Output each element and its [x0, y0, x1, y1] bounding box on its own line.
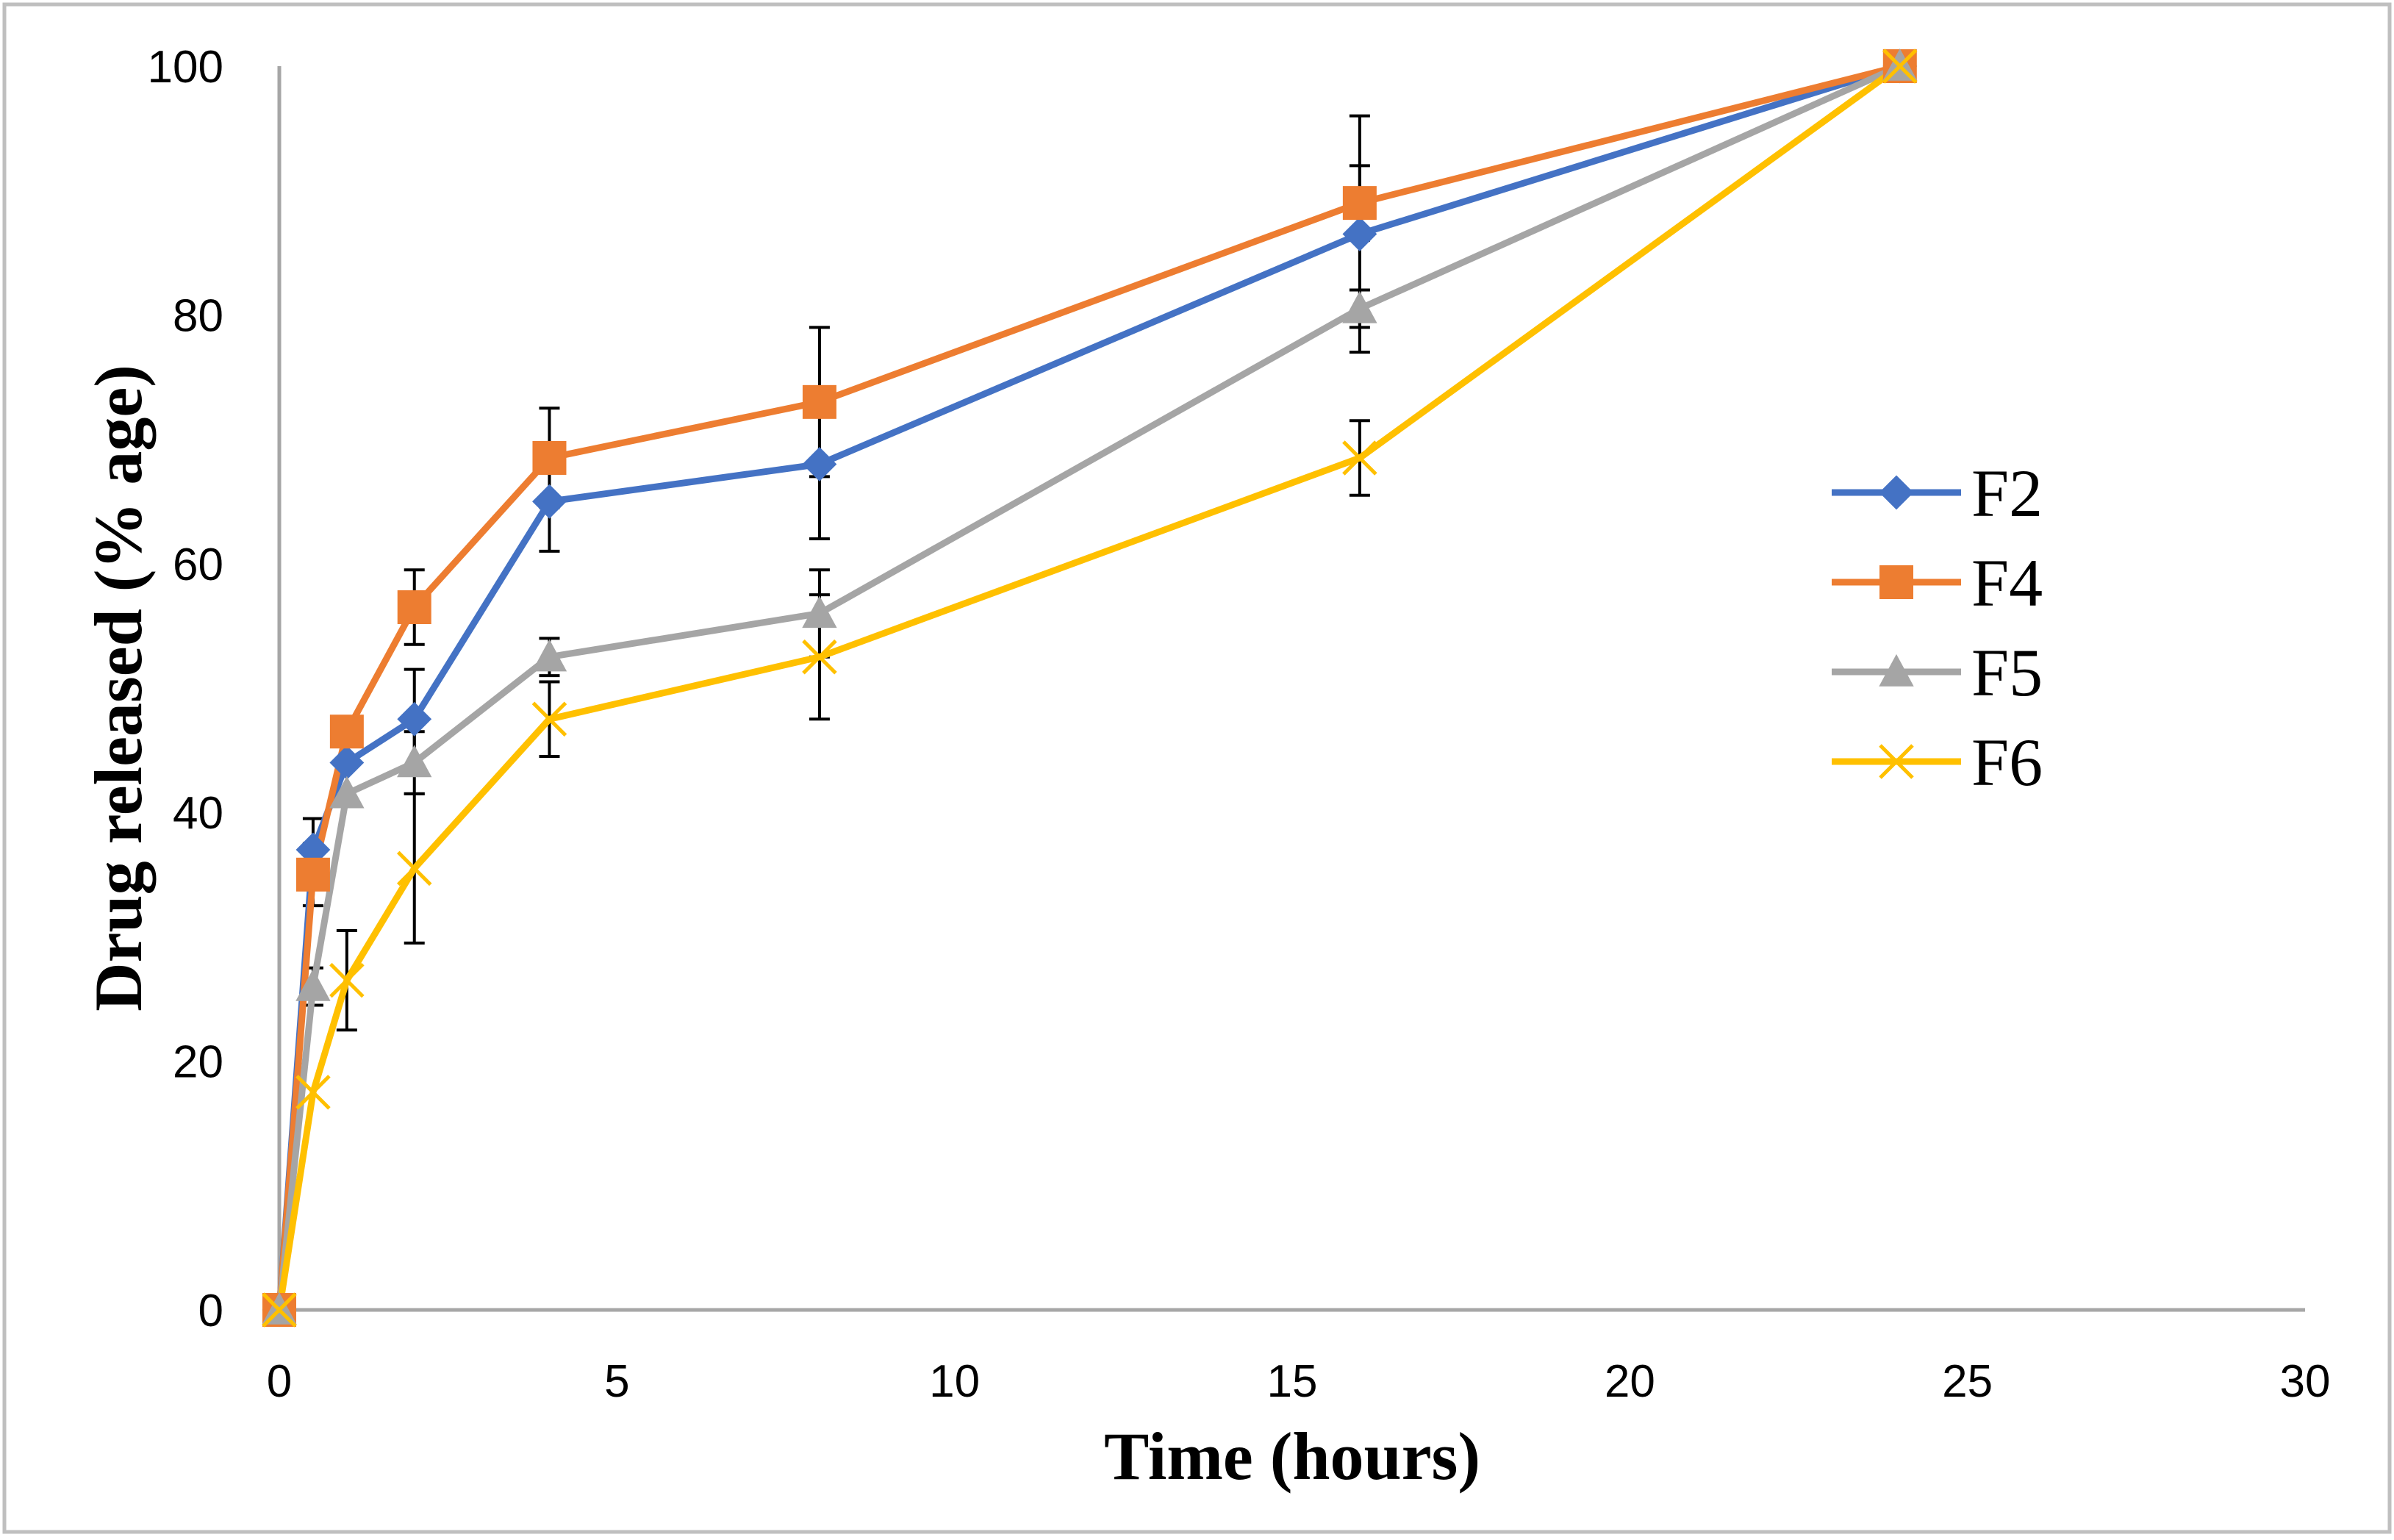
legend-marker-f5: [1879, 653, 1914, 687]
data-point-f2: [802, 447, 837, 481]
data-point-f4: [802, 384, 836, 419]
series-line-f2: [276, 62, 1904, 1314]
x-tick-label: 25: [1942, 1356, 1993, 1407]
y-tick-label: 60: [173, 540, 223, 590]
y-axis-title: Drug released (% age): [81, 365, 156, 1011]
y-tick-labels: 0 20 40 60 80 100: [148, 42, 223, 1336]
y-tick-label: 80: [173, 290, 223, 341]
legend-marker-f4: [1879, 565, 1913, 599]
data-point-f2: [532, 484, 567, 519]
legend-marker-f6: [1879, 744, 1914, 779]
data-point-f6: [396, 850, 432, 887]
y-tick-label: 0: [198, 1286, 223, 1336]
y-tick-label: 100: [148, 42, 223, 93]
data-point-f5: [802, 595, 837, 628]
data-point-f4: [295, 857, 330, 892]
y-tick-label: 40: [173, 788, 223, 839]
data-point-f6: [531, 701, 567, 737]
data-point-f4: [329, 715, 364, 749]
x-tick-label: 15: [1267, 1356, 1318, 1407]
data-point-f6: [802, 639, 837, 675]
data-point-f4: [397, 590, 431, 625]
x-tick-label: 5: [604, 1356, 629, 1407]
x-axis-title: Time (hours): [1104, 1419, 1480, 1494]
data-point-f6: [1342, 440, 1377, 476]
axes: [277, 66, 2305, 1312]
x-tick-label: 30: [2280, 1356, 2331, 1407]
legend-label: F5: [1971, 635, 2043, 710]
data-point-f6: [1882, 49, 1918, 84]
x-tick-label: 20: [1605, 1356, 1655, 1407]
legend-marker-f2: [1879, 475, 1914, 510]
data-point-f5: [1342, 290, 1377, 323]
series-line-f5: [276, 62, 1904, 1314]
data-point-f5: [329, 776, 365, 809]
data-point-f5: [295, 968, 331, 1001]
y-tick-label: 20: [173, 1037, 223, 1088]
data-point-f6: [329, 962, 365, 998]
data-point-f4: [1342, 186, 1377, 221]
legend: F2 F4 F5 F6: [1832, 456, 2043, 800]
series-markers: [262, 48, 1918, 1328]
data-point-f6: [295, 1075, 331, 1110]
legend-label: F6: [1971, 725, 2043, 800]
data-point-f6: [262, 1292, 297, 1328]
legend-label: F2: [1971, 456, 2043, 531]
x-tick-label: 0: [267, 1356, 292, 1407]
data-point-f4: [532, 440, 567, 475]
series-line-f6: [276, 62, 1904, 1314]
x-tick-label: 10: [929, 1356, 980, 1407]
legend-item-f5: F5: [1832, 635, 2043, 710]
legend-item-f6: F6: [1832, 725, 2043, 800]
legend-item-f4: F4: [1832, 545, 2043, 620]
data-point-f5: [397, 745, 432, 778]
data-point-f2: [397, 701, 432, 737]
data-point-f5: [531, 639, 567, 672]
data-point-f2: [1342, 217, 1377, 251]
legend-label: F4: [1971, 545, 2043, 620]
legend-item-f2: F2: [1832, 456, 2043, 531]
x-tick-labels: 0 5 10 15 20 25 30: [267, 1356, 2331, 1407]
